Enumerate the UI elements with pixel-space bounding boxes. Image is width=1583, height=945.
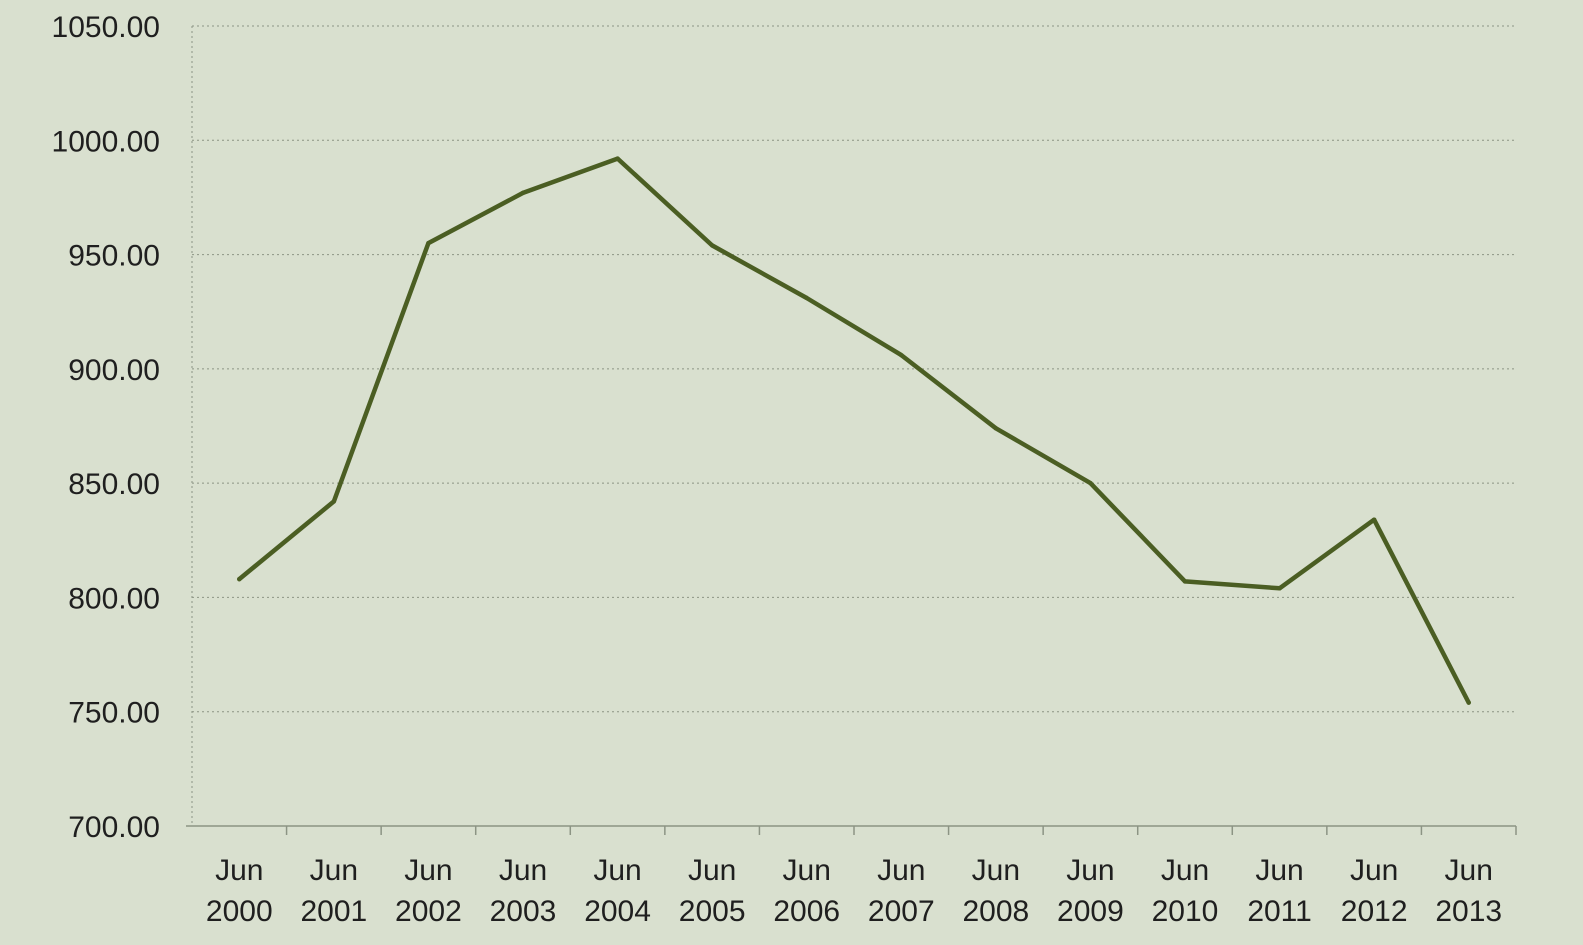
x-tick-label: Jun 2010 [1152,854,1219,928]
data-point [1371,517,1377,522]
data-point [331,499,337,504]
x-tick-label: Jun 2001 [300,854,367,928]
y-tick-label: 850.00 [68,468,160,501]
data-point [1182,579,1188,584]
data-point [1277,586,1282,591]
axes [186,26,1517,835]
grid-lines [192,25,1516,713]
y-tick-label: 1050.00 [52,11,160,44]
data-point [520,190,526,196]
x-tick-label: Jun 2000 [206,854,273,928]
x-tick-label: Jun 2006 [773,854,840,928]
data-point [426,240,431,246]
y-tick-label: 750.00 [68,697,160,730]
x-tick-label: Jun 2008 [962,854,1029,928]
data-point [899,352,904,358]
y-tick-labels: 700.00 750.00 800.00 850.00 900.00 950.00 1000… [52,11,160,844]
data-point [804,295,809,301]
x-tick-label: Jun 2007 [868,854,935,928]
data-point [615,156,620,161]
series-line [237,156,1471,705]
y-tick-label: 700.00 [68,811,160,844]
y-tick-label: 950.00 [68,240,160,273]
x-tick-label: Jun 2002 [395,854,462,928]
x-tick-label: Jun 2009 [1057,854,1124,928]
y-tick-label: 900.00 [68,354,160,387]
data-point [709,243,715,248]
y-tick-label: 1000.00 [52,125,160,158]
data-point [1466,700,1471,705]
x-tick-label: Jun 2004 [584,854,651,928]
data-point [1088,480,1093,486]
x-tick-label: Jun 2012 [1341,854,1408,928]
x-tick-label: Jun 2005 [679,854,746,928]
x-tick-labels: Jun 2000 Jun 2001 Jun 2002 Jun 2003 Jun 2004 Jun 20… [206,854,1502,928]
y-tick-label: 800.00 [68,582,160,615]
x-tick-label: Jun 2003 [490,854,557,928]
series [237,156,1471,705]
x-tick-label: Jun 2011 [1247,854,1312,928]
data-point [237,576,242,582]
x-tick-label: Jun 2013 [1435,854,1502,928]
data-point [993,426,999,431]
